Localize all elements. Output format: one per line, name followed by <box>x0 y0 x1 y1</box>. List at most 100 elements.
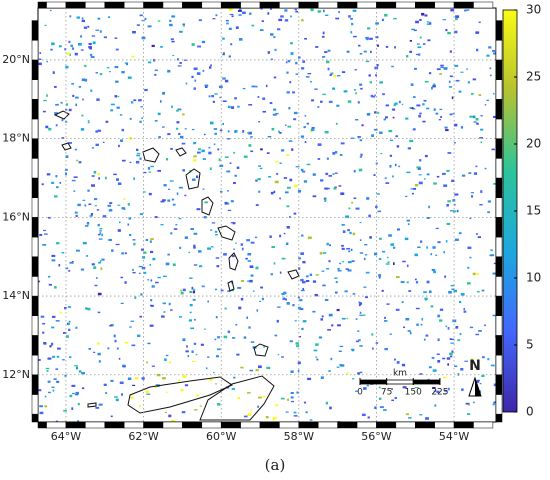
observation-dot <box>357 136 361 138</box>
observation-dot <box>233 151 236 154</box>
observation-dot <box>369 81 372 84</box>
observation-dot <box>207 247 211 250</box>
north-arrow-fill <box>475 378 481 396</box>
observation-dot <box>474 366 477 368</box>
observation-dot <box>309 419 313 421</box>
observation-dot <box>446 203 449 207</box>
observation-dot <box>322 31 325 35</box>
observation-dot <box>445 28 448 32</box>
observation-dot <box>413 187 417 190</box>
observation-dot <box>133 99 137 102</box>
frame-segment <box>495 295 503 316</box>
observation-dot <box>266 152 270 154</box>
observation-dot <box>85 307 88 310</box>
observation-dot <box>470 358 474 361</box>
observation-dot <box>204 201 208 204</box>
observation-dot <box>241 247 244 251</box>
observation-dot <box>46 94 48 97</box>
observation-dot <box>302 260 306 264</box>
observation-dot <box>76 16 80 19</box>
observation-dot <box>124 252 127 255</box>
observation-dot <box>319 179 324 182</box>
frame-segment <box>123 421 144 429</box>
observation-dot <box>378 274 382 277</box>
observation-dot <box>250 150 254 153</box>
observation-dot <box>337 324 341 327</box>
observation-dot <box>64 306 67 310</box>
observation-dot <box>216 348 221 351</box>
observation-dot <box>110 415 113 418</box>
observation-dot <box>285 61 288 64</box>
observation-dot <box>193 288 196 291</box>
frame-segment <box>356 421 377 429</box>
observation-dot <box>184 384 189 387</box>
observation-dot <box>436 353 440 355</box>
observation-dot <box>270 191 274 195</box>
observation-dot <box>240 279 245 282</box>
observation-dot <box>328 260 331 263</box>
observation-dot <box>117 95 120 98</box>
observation-dot <box>191 360 196 363</box>
observation-dot <box>337 268 340 270</box>
observation-dot <box>38 389 42 392</box>
observation-dot <box>428 290 432 294</box>
observation-dot <box>492 93 495 95</box>
observation-dot <box>189 303 193 307</box>
observation-dot <box>379 131 383 134</box>
observation-dot <box>205 367 208 370</box>
observation-dot <box>198 250 202 253</box>
observation-dot <box>359 239 362 242</box>
observation-dot <box>210 64 212 67</box>
observation-dot <box>359 302 362 305</box>
observation-dot <box>249 279 253 283</box>
frame-segment <box>31 413 39 423</box>
observation-dot <box>227 209 232 211</box>
observation-dot <box>95 277 98 279</box>
observation-dot <box>178 217 182 220</box>
observation-dot <box>260 286 264 289</box>
observation-dot <box>246 239 251 242</box>
frame-segment <box>473 421 494 429</box>
observation-dot <box>238 38 243 41</box>
observation-dot <box>475 117 479 121</box>
observation-dot <box>296 391 299 394</box>
y-tick-label: 16°N <box>2 210 30 223</box>
observation-dot <box>197 148 201 151</box>
observation-dot <box>208 146 211 149</box>
frame-segment <box>240 1 261 9</box>
observation-dot <box>447 363 450 366</box>
observation-dot <box>480 128 484 131</box>
observation-dot <box>384 348 389 351</box>
observation-dot <box>419 414 423 416</box>
observation-dot <box>148 171 151 173</box>
frame-segment <box>31 138 39 159</box>
observation-dot <box>38 62 42 66</box>
observation-dot <box>211 246 214 248</box>
observation-dot <box>73 190 76 192</box>
observation-dot <box>113 173 117 176</box>
observation-dot <box>291 91 296 94</box>
observation-dot <box>334 277 338 279</box>
observation-dot <box>147 167 151 170</box>
observation-dot <box>191 75 194 79</box>
observation-dot <box>312 173 316 176</box>
frame-segment <box>31 40 39 61</box>
observation-dot <box>318 336 323 339</box>
observation-dot <box>369 37 373 40</box>
observation-dot <box>176 121 180 124</box>
observation-dot <box>365 60 370 63</box>
observation-dot <box>492 314 496 317</box>
observation-dot <box>87 189 90 192</box>
observation-dot <box>145 390 150 393</box>
observation-dot <box>128 217 132 220</box>
observation-dot <box>95 29 100 31</box>
observation-dot <box>139 315 143 318</box>
observation-dot <box>374 406 377 410</box>
observation-dot <box>77 42 82 46</box>
observation-dot <box>409 331 412 335</box>
observation-dot <box>291 148 294 151</box>
observation-dot <box>451 350 454 353</box>
observation-dot <box>267 136 272 138</box>
observation-dot <box>361 314 366 316</box>
observation-dot <box>277 306 281 308</box>
